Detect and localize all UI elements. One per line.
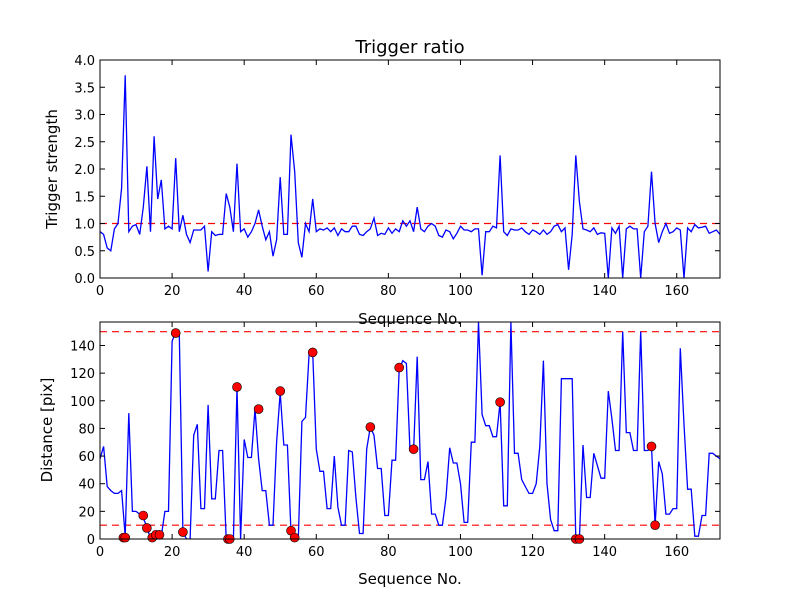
data-marker: [154, 530, 165, 540]
x-tick-label: 140: [592, 284, 617, 299]
series-line: [100, 75, 720, 278]
y-tick-label: 2.5: [74, 136, 95, 151]
x-tick-label: 40: [236, 545, 253, 560]
y-tick-label: 1.0: [74, 218, 95, 233]
data-marker: [275, 386, 286, 396]
axes-frame: [99, 59, 721, 279]
data-marker: [408, 444, 419, 454]
x-tick-label: 0: [96, 545, 104, 560]
data-marker: [650, 520, 660, 530]
data-marker: [232, 382, 242, 392]
data-marker: [646, 441, 657, 452]
y-tick-label: 100: [70, 395, 95, 410]
x-tick-label: 120: [520, 545, 545, 560]
y-tick-label: 120: [70, 367, 95, 382]
bottom-ylabel: Distance [pix]: [38, 378, 56, 483]
y-tick-label: 2.0: [74, 163, 95, 178]
x-tick-label: 160: [664, 545, 689, 560]
data-marker: [138, 510, 149, 521]
series-line: [100, 322, 720, 539]
y-tick-label: 0: [87, 533, 95, 548]
y-tick-label: 1.5: [74, 190, 95, 205]
data-marker: [120, 532, 131, 543]
y-tick-label: 4.0: [74, 54, 95, 69]
x-tick-label: 0: [96, 284, 104, 299]
data-marker: [170, 328, 181, 338]
y-tick-label: 40: [78, 478, 95, 493]
x-tick-label: 80: [380, 284, 397, 299]
x-tick-label: 120: [520, 284, 545, 299]
x-tick-label: 60: [308, 545, 325, 560]
data-marker: [289, 532, 300, 543]
top-axes: 0 20 40 60 80 100 120 140 160 0.0 0.5 1.0 1.5 2.0 2.5 3…: [74, 54, 721, 299]
y-tick-label: 80: [78, 422, 95, 437]
x-tick-label: 80: [380, 545, 397, 560]
y-tick-label: 3.0: [74, 109, 95, 124]
y-tick-label: 3.5: [74, 81, 95, 96]
y-tick-label: 60: [78, 450, 95, 465]
y-tick-label: 0.0: [74, 272, 95, 287]
x-tick-label: 40: [236, 284, 253, 299]
top-ylabel: Trigger strength: [43, 109, 61, 230]
data-marker: [178, 527, 188, 537]
x-tick-label: 60: [308, 284, 325, 299]
data-marker: [142, 523, 152, 533]
bottom-xlabel: Sequence No.: [358, 570, 462, 588]
data-marker: [394, 362, 404, 373]
x-tick-label: 160: [664, 284, 689, 299]
data-marker: [365, 422, 376, 432]
x-tick-label: 100: [448, 545, 473, 560]
x-tick-label: 20: [164, 545, 181, 560]
data-marker: [495, 397, 505, 407]
x-tick-label: 140: [592, 545, 617, 560]
data-marker: [253, 404, 264, 414]
y-tick-label: 0.5: [74, 245, 95, 260]
top-xlabel: Sequence No.: [358, 310, 462, 328]
axes-frame: [99, 321, 721, 540]
y-tick-label: 140: [70, 339, 95, 354]
bottom-axes: 0 20 40 60 80 100 120 140 160 0 20 40 60 80 100 120 140: [70, 321, 721, 560]
x-tick-label: 20: [164, 284, 181, 299]
x-tick-label: 100: [448, 284, 473, 299]
data-marker: [307, 347, 318, 358]
chart-title: Trigger ratio: [354, 37, 464, 58]
y-tick-label: 20: [78, 505, 95, 520]
